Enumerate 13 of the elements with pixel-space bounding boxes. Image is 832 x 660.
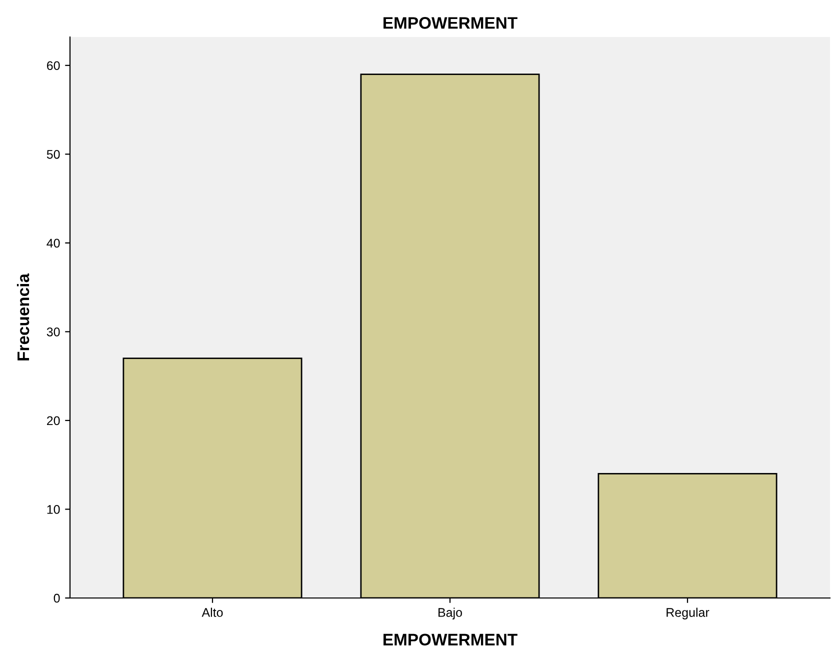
y-axis-title: Frecuencia [16,273,30,360]
x-tick-label: Regular [666,608,710,620]
y-tick-label: 0 [54,594,60,603]
x-tick-label: Alto [202,608,223,617]
x-axis-title: EMPOWERMENT [384,634,518,646]
y-tick-label: 60 [47,61,60,70]
y-tick-label: 40 [46,238,60,248]
y-tick-label: 50 [46,150,60,159]
y-tick-label: 20 [47,416,60,426]
y-tick-label: 10 [47,505,60,514]
chart-title: EMPOWERMENT [384,17,518,29]
y-tick-label: 30 [46,328,60,336]
x-tick-label: Bajo [438,608,462,620]
